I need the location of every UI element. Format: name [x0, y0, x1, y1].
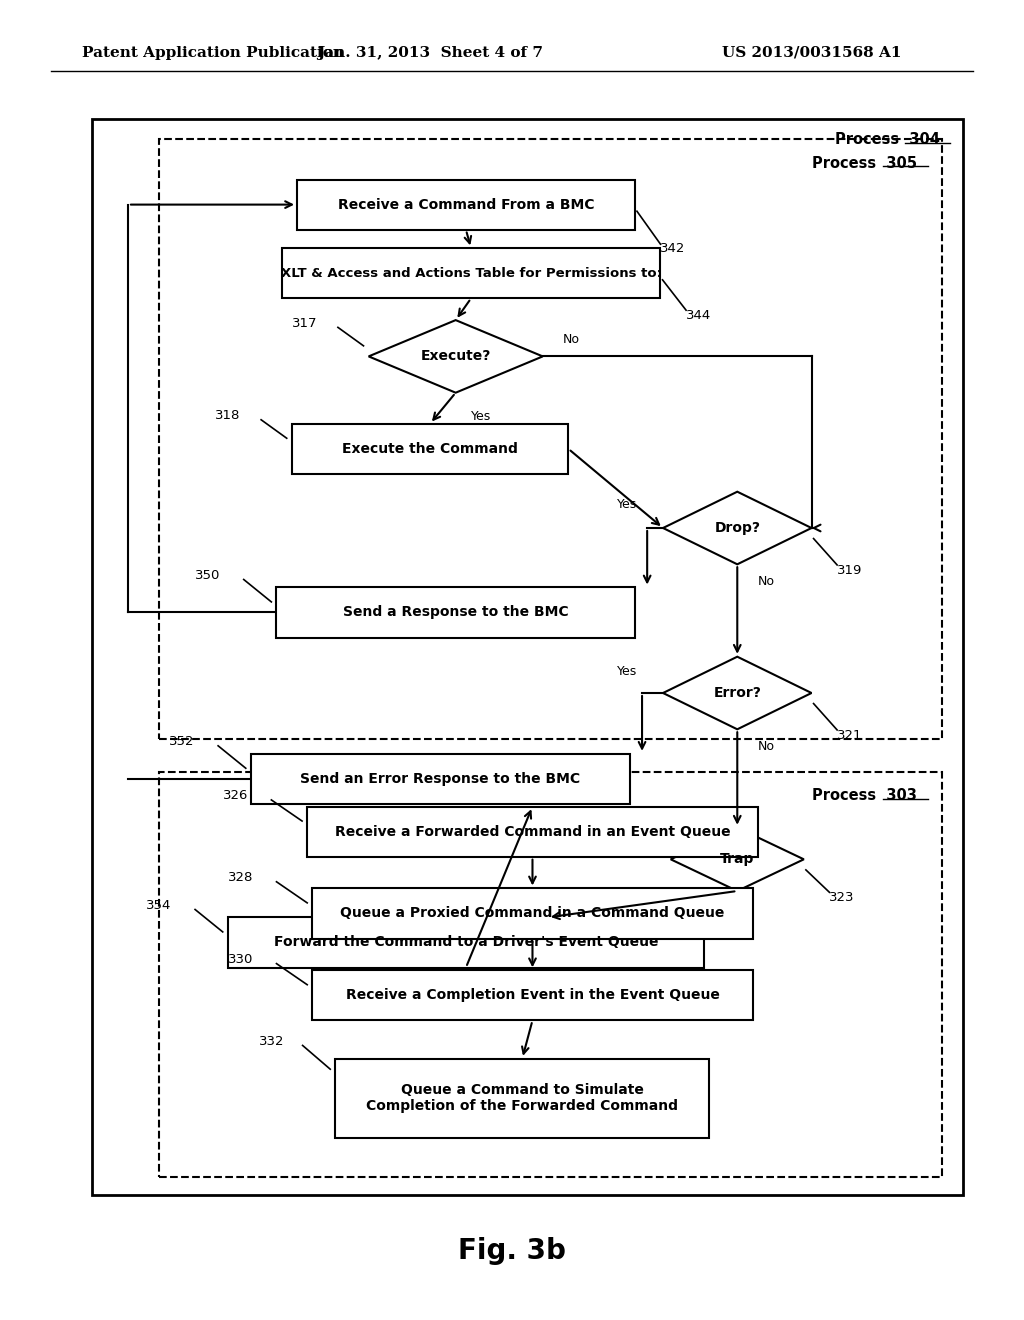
FancyBboxPatch shape	[276, 587, 635, 638]
Text: Execute the Command: Execute the Command	[342, 442, 518, 455]
Text: Fig. 3b: Fig. 3b	[458, 1237, 566, 1266]
Text: No: No	[758, 741, 774, 752]
Text: Queue a Command to Simulate
Completion of the Forwarded Command: Queue a Command to Simulate Completion o…	[367, 1084, 678, 1113]
Text: Process  303: Process 303	[812, 788, 916, 803]
Text: 323: 323	[829, 891, 855, 904]
Text: Forward the Command to a Driver's Event Queue: Forward the Command to a Driver's Event …	[273, 936, 658, 949]
FancyBboxPatch shape	[159, 139, 942, 739]
Text: No: No	[758, 576, 774, 587]
Text: 317: 317	[292, 317, 317, 330]
Text: Process  304: Process 304	[835, 132, 939, 147]
Text: Patent Application Publication: Patent Application Publication	[82, 46, 344, 59]
Text: Trap: Trap	[720, 853, 755, 866]
Text: Drop?: Drop?	[715, 521, 760, 535]
Text: 350: 350	[195, 569, 220, 582]
Text: Execute?: Execute?	[421, 350, 490, 363]
Text: No: No	[563, 333, 580, 346]
Polygon shape	[664, 657, 811, 729]
Text: Receive a Command From a BMC: Receive a Command From a BMC	[338, 198, 594, 211]
FancyBboxPatch shape	[227, 917, 705, 968]
Text: Receive a Forwarded Command in an Event Queue: Receive a Forwarded Command in an Event …	[335, 825, 730, 838]
Text: Yes: Yes	[617, 498, 637, 511]
Text: 352: 352	[169, 735, 195, 748]
FancyBboxPatch shape	[282, 248, 660, 298]
FancyBboxPatch shape	[159, 772, 942, 1177]
Text: 321: 321	[838, 729, 862, 742]
Text: Process  305: Process 305	[812, 156, 918, 170]
FancyBboxPatch shape	[292, 424, 568, 474]
Text: XLT & Access and Actions Table for Permissions to:: XLT & Access and Actions Table for Permi…	[281, 267, 662, 280]
Text: Yes: Yes	[617, 665, 637, 678]
Polygon shape	[664, 492, 811, 565]
Polygon shape	[369, 321, 543, 393]
FancyBboxPatch shape	[92, 119, 963, 1195]
FancyBboxPatch shape	[312, 970, 753, 1020]
Text: Receive a Completion Event in the Event Queue: Receive a Completion Event in the Event …	[345, 989, 720, 1002]
Text: 344: 344	[686, 309, 712, 322]
FancyBboxPatch shape	[336, 1059, 709, 1138]
Text: Yes: Yes	[471, 411, 492, 422]
Text: 318: 318	[215, 409, 241, 422]
Text: 330: 330	[228, 953, 254, 966]
Text: Queue a Proxied Command in a Command Queue: Queue a Proxied Command in a Command Que…	[340, 907, 725, 920]
Text: 354: 354	[146, 899, 171, 912]
Text: Send a Response to the BMC: Send a Response to the BMC	[343, 606, 568, 619]
FancyBboxPatch shape	[307, 807, 758, 857]
Text: 332: 332	[258, 1035, 284, 1048]
Text: 326: 326	[223, 789, 249, 803]
Text: Send an Error Response to the BMC: Send an Error Response to the BMC	[300, 772, 581, 785]
Text: Error?: Error?	[714, 686, 761, 700]
FancyBboxPatch shape	[312, 888, 753, 939]
Polygon shape	[671, 828, 804, 891]
Text: 328: 328	[228, 871, 254, 884]
FancyBboxPatch shape	[297, 180, 635, 230]
Text: 319: 319	[838, 564, 862, 577]
Text: Jan. 31, 2013  Sheet 4 of 7: Jan. 31, 2013 Sheet 4 of 7	[317, 46, 543, 59]
FancyBboxPatch shape	[251, 754, 630, 804]
Text: 342: 342	[660, 242, 686, 255]
Text: US 2013/0031568 A1: US 2013/0031568 A1	[722, 46, 901, 59]
